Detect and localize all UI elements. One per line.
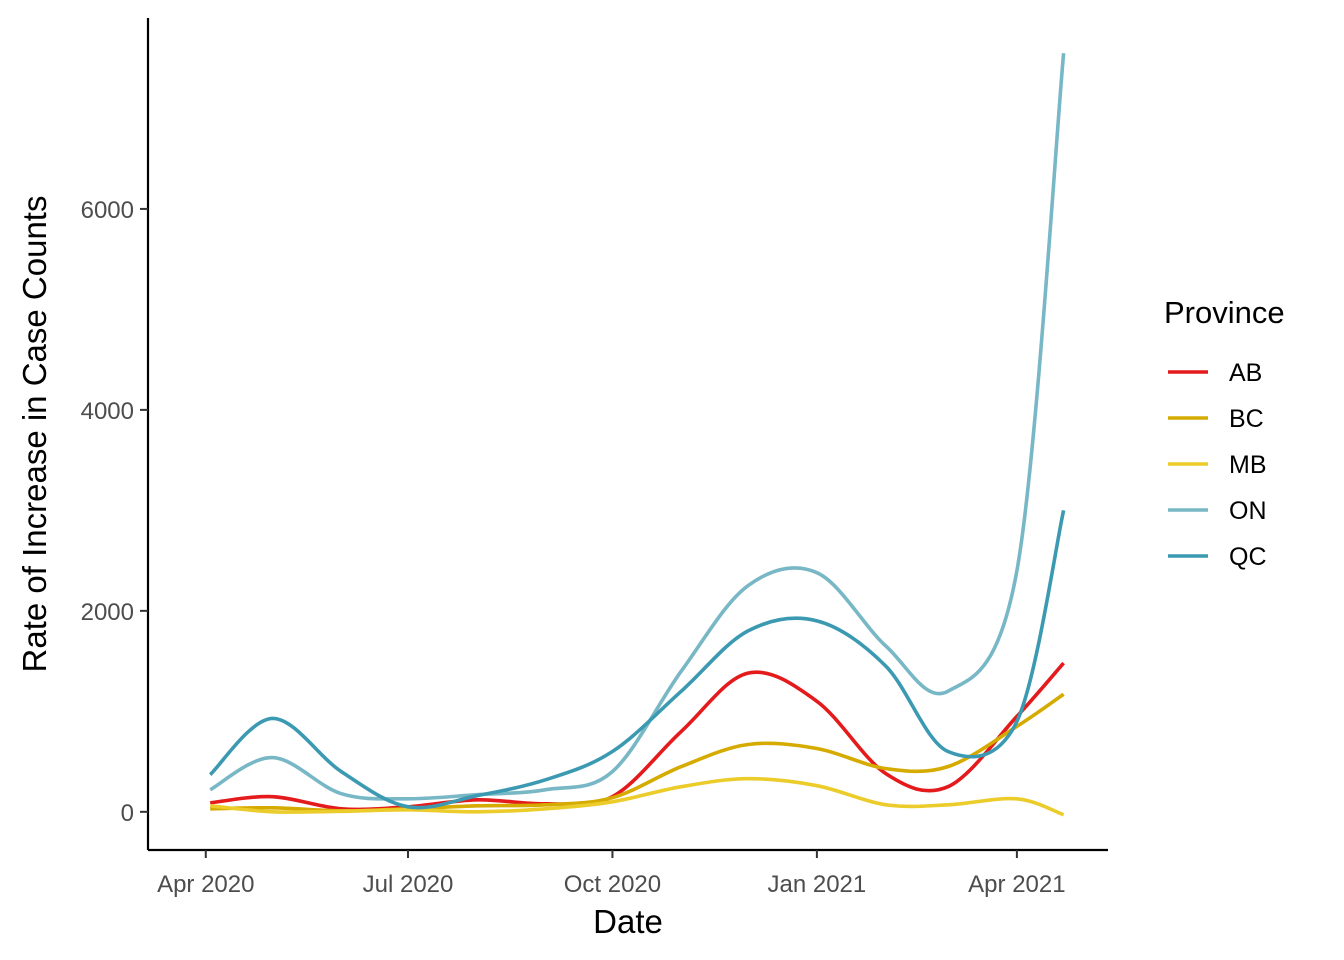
series-line-on [209,53,1066,801]
legend: Province AB BC MB ON QC [1164,295,1285,571]
x-tick-label: Apr 2020 [157,871,254,898]
legend-label-on: ON [1229,497,1267,525]
series-line-qc [208,510,1066,810]
legend-label-qc: QC [1229,543,1267,571]
y-tick-label: 2000 [81,599,134,626]
x-tick-label: Apr 2021 [968,871,1065,898]
legend-items: AB BC MB ON QC [1168,359,1267,571]
x-axis-ticks: Apr 2020 Jul 2020 Oct 2020 Jan 2021 Apr 2021 [157,850,1066,898]
y-tick-label: 4000 [81,398,134,425]
series-line-mb [210,776,1065,817]
y-tick-label: 0 [121,800,134,827]
x-tick-label: Oct 2020 [564,871,661,898]
x-tick-label: Jul 2020 [363,871,454,898]
y-axis-title: Rate of Increase in Case Counts [16,196,53,673]
plot-lines [208,53,1066,817]
x-tick-label: Jan 2021 [768,871,867,898]
legend-title: Province [1164,295,1285,330]
y-axis-ticks: 0 2000 4000 6000 [81,197,148,827]
legend-label-mb: MB [1229,451,1267,479]
legend-label-ab: AB [1229,359,1262,387]
y-tick-label: 6000 [81,197,134,224]
x-axis-title: Date [593,903,663,940]
legend-label-bc: BC [1229,405,1264,433]
